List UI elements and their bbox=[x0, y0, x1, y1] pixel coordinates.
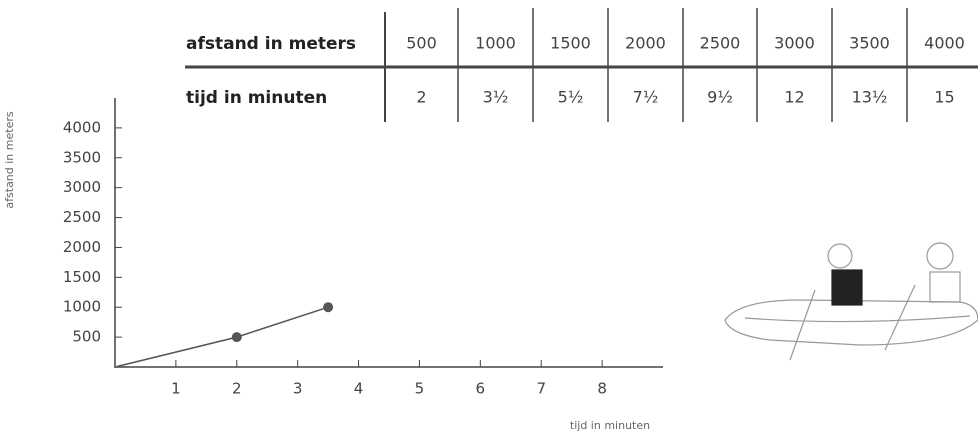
x-tick-label: 1 bbox=[171, 380, 181, 398]
boat-illustration bbox=[725, 243, 978, 360]
x-tick-label: 6 bbox=[476, 380, 486, 398]
table-cell: 1000 bbox=[475, 34, 516, 53]
table-cell: 4000 bbox=[924, 34, 965, 53]
table-cell: 500 bbox=[406, 34, 437, 53]
table-cell: 2000 bbox=[625, 34, 666, 53]
x-tick-label: 5 bbox=[415, 380, 425, 398]
data-line bbox=[115, 307, 328, 367]
table-cell: 5½ bbox=[558, 88, 584, 107]
table-cell: 7½ bbox=[633, 88, 659, 107]
table-cell: 3½ bbox=[483, 88, 509, 107]
y-tick-label: 1000 bbox=[63, 298, 101, 316]
row-label: tijd in minuten bbox=[186, 88, 327, 108]
table-cell: 15 bbox=[934, 88, 954, 107]
table-cell: 12 bbox=[784, 88, 804, 107]
y-tick-label: 500 bbox=[72, 328, 101, 346]
y-tick-label: 1500 bbox=[63, 268, 101, 286]
x-tick-label: 4 bbox=[354, 380, 364, 398]
y-tick-label: 2500 bbox=[63, 208, 101, 226]
y-axis-label: afstand in meters bbox=[3, 111, 16, 208]
row-label: afstand in meters bbox=[186, 34, 356, 54]
x-tick-label: 2 bbox=[232, 380, 242, 398]
y-tick-label: 3000 bbox=[63, 178, 101, 196]
y-tick-label: 3500 bbox=[63, 148, 101, 166]
table-cell: 1500 bbox=[550, 34, 591, 53]
y-tick-label: 2000 bbox=[63, 238, 101, 256]
table-cell: 2500 bbox=[700, 34, 741, 53]
data-point bbox=[323, 302, 333, 312]
x-axis-label: tijd in minuten bbox=[570, 419, 650, 432]
y-tick-label: 4000 bbox=[63, 118, 101, 136]
x-tick-label: 3 bbox=[293, 380, 303, 398]
page: afstand in meters50010001500200025003000… bbox=[0, 0, 978, 439]
table-cell: 13½ bbox=[852, 88, 888, 107]
table-cell: 2 bbox=[416, 88, 426, 107]
x-tick-label: 7 bbox=[536, 380, 546, 398]
table-cell: 3000 bbox=[774, 34, 815, 53]
x-tick-label: 8 bbox=[597, 380, 607, 398]
table-cell: 3500 bbox=[849, 34, 890, 53]
table-cell: 9½ bbox=[707, 88, 733, 107]
data-point bbox=[232, 332, 242, 342]
